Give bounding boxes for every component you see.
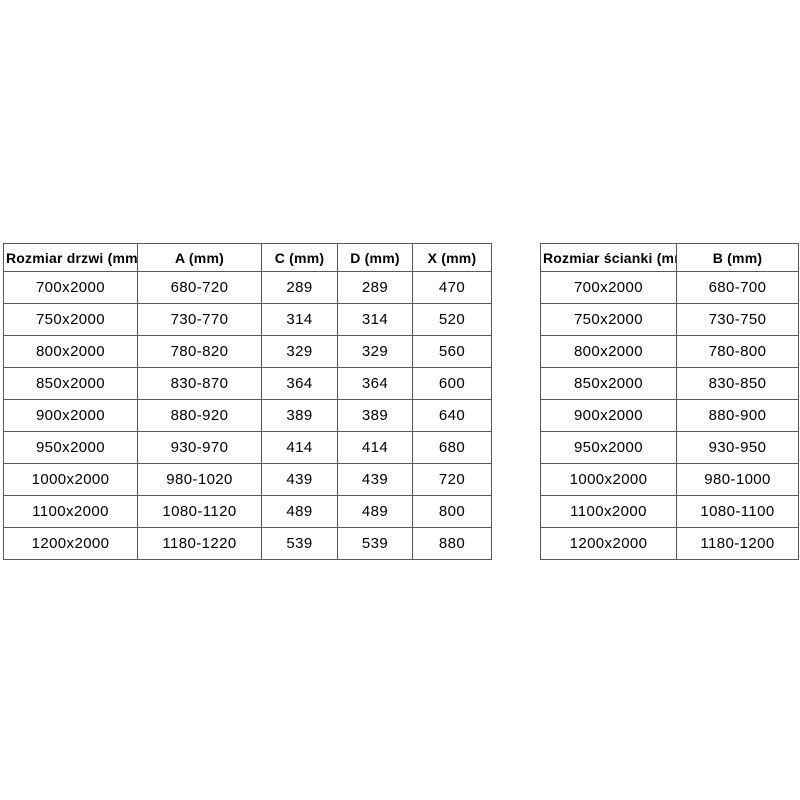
table-cell: 560 <box>412 335 492 368</box>
table-cell: 1100x2000 <box>540 495 677 528</box>
table-row: 950x2000 930-970 414 414 680 <box>3 431 492 464</box>
table-row: 900x2000 880-920 389 389 640 <box>3 399 492 432</box>
table-cell: 640 <box>412 399 492 432</box>
table-cell: 900x2000 <box>540 399 677 432</box>
table-cell: 1080-1100 <box>676 495 799 528</box>
wall-dimensions-table: Rozmiar ścianki (mm)B (mm)700x2000680-70… <box>540 243 799 560</box>
table-row: 800x2000 780-820 329 329 560 <box>3 335 492 368</box>
table-cell: 900x2000 <box>3 399 138 432</box>
table-cell: 1200x2000 <box>3 527 138 560</box>
table-cell: 539 <box>261 527 338 560</box>
column-header: A (mm) <box>137 243 262 272</box>
table-cell: 680-720 <box>137 271 262 304</box>
column-header: B (mm) <box>676 243 799 272</box>
table-cell: 720 <box>412 463 492 496</box>
table-row: 850x2000 830-850 <box>540 367 799 400</box>
table-cell: 489 <box>261 495 338 528</box>
table-cell: 314 <box>261 303 338 336</box>
table-cell: 730-750 <box>676 303 799 336</box>
table-cell: 800x2000 <box>540 335 677 368</box>
table-row: 900x2000 880-900 <box>540 399 799 432</box>
table-cell: 329 <box>337 335 413 368</box>
table-cell: 289 <box>261 271 338 304</box>
table-row: 950x2000 930-950 <box>540 431 799 464</box>
table-cell: 520 <box>412 303 492 336</box>
table-row: 1100x2000 1080-1120 489 489 800 <box>3 495 492 528</box>
table-cell: 439 <box>261 463 338 496</box>
table-cell: 700x2000 <box>540 271 677 304</box>
table-cell: 880-900 <box>676 399 799 432</box>
column-header: D (mm) <box>337 243 413 272</box>
table-row: 1000x2000 980-1020 439 439 720 <box>3 463 492 496</box>
door-dimensions-table: Rozmiar drzwi (mm) A (mm) C (mm) D (mm) X (m… <box>3 243 492 560</box>
table-row: 750x2000 730-770 314 314 520 <box>3 303 492 336</box>
table-row: 800x2000 780-800 <box>540 335 799 368</box>
column-header: C (mm) <box>261 243 338 272</box>
table-cell: 950x2000 <box>3 431 138 464</box>
table-cell: 750x2000 <box>540 303 677 336</box>
table-row: 700x2000 680-720 289 289 470 <box>3 271 492 304</box>
column-header: Rozmiar drzwi (mm) <box>3 243 138 272</box>
table-cell: 980-1020 <box>137 463 262 496</box>
table-cell: 364 <box>261 367 338 400</box>
table-cell: 364 <box>337 367 413 400</box>
column-header: X (mm) <box>412 243 492 272</box>
table-cell: 1180-1220 <box>137 527 262 560</box>
table-cell: 850x2000 <box>3 367 138 400</box>
table-cell: 289 <box>337 271 413 304</box>
table-cell: 389 <box>337 399 413 432</box>
table-row: 1000x2000 980-1000 <box>540 463 799 496</box>
table-cell: 880 <box>412 527 492 560</box>
table-row: 850x2000 830-870 364 364 600 <box>3 367 492 400</box>
table-cell: 414 <box>337 431 413 464</box>
table-cell: 439 <box>337 463 413 496</box>
table-cell: 750x2000 <box>3 303 138 336</box>
table-cell: 950x2000 <box>540 431 677 464</box>
table-cell: 539 <box>337 527 413 560</box>
table-cell: 780-800 <box>676 335 799 368</box>
table-row: 1100x2000 1080-1100 <box>540 495 799 528</box>
table-row: 1200x2000 1180-1220 539 539 880 <box>3 527 492 560</box>
table-cell: 730-770 <box>137 303 262 336</box>
table-cell: 930-970 <box>137 431 262 464</box>
table-cell: 1000x2000 <box>540 463 677 496</box>
table-cell: 1100x2000 <box>3 495 138 528</box>
table-cell: 930-950 <box>676 431 799 464</box>
table-cell: 830-870 <box>137 367 262 400</box>
table-cell: 700x2000 <box>3 271 138 304</box>
column-header: Rozmiar ścianki (mm) <box>540 243 677 272</box>
table-cell: 680 <box>412 431 492 464</box>
table-cell: 800 <box>412 495 492 528</box>
table-cell: 329 <box>261 335 338 368</box>
table-cell: 1000x2000 <box>3 463 138 496</box>
table-cell: 389 <box>261 399 338 432</box>
table-cell: 830-850 <box>676 367 799 400</box>
table-cell: 850x2000 <box>540 367 677 400</box>
table-cell: 780-820 <box>137 335 262 368</box>
table-cell: 470 <box>412 271 492 304</box>
table-row: 1200x2000 1180-1200 <box>540 527 799 560</box>
table-row: 750x2000 730-750 <box>540 303 799 336</box>
table-cell: 1200x2000 <box>540 527 677 560</box>
table-cell: 489 <box>337 495 413 528</box>
table-cell: 880-920 <box>137 399 262 432</box>
table-row: 700x2000 680-700 <box>540 271 799 304</box>
table-cell: 980-1000 <box>676 463 799 496</box>
header-row: Rozmiar ścianki (mm)B (mm) <box>540 243 799 272</box>
table-cell: 800x2000 <box>3 335 138 368</box>
header-row: Rozmiar drzwi (mm) A (mm) C (mm) D (mm) X (m… <box>3 243 492 272</box>
table-cell: 314 <box>337 303 413 336</box>
table-cell: 1180-1200 <box>676 527 799 560</box>
table-cell: 680-700 <box>676 271 799 304</box>
table-cell: 600 <box>412 367 492 400</box>
table-cell: 1080-1120 <box>137 495 262 528</box>
table-cell: 414 <box>261 431 338 464</box>
